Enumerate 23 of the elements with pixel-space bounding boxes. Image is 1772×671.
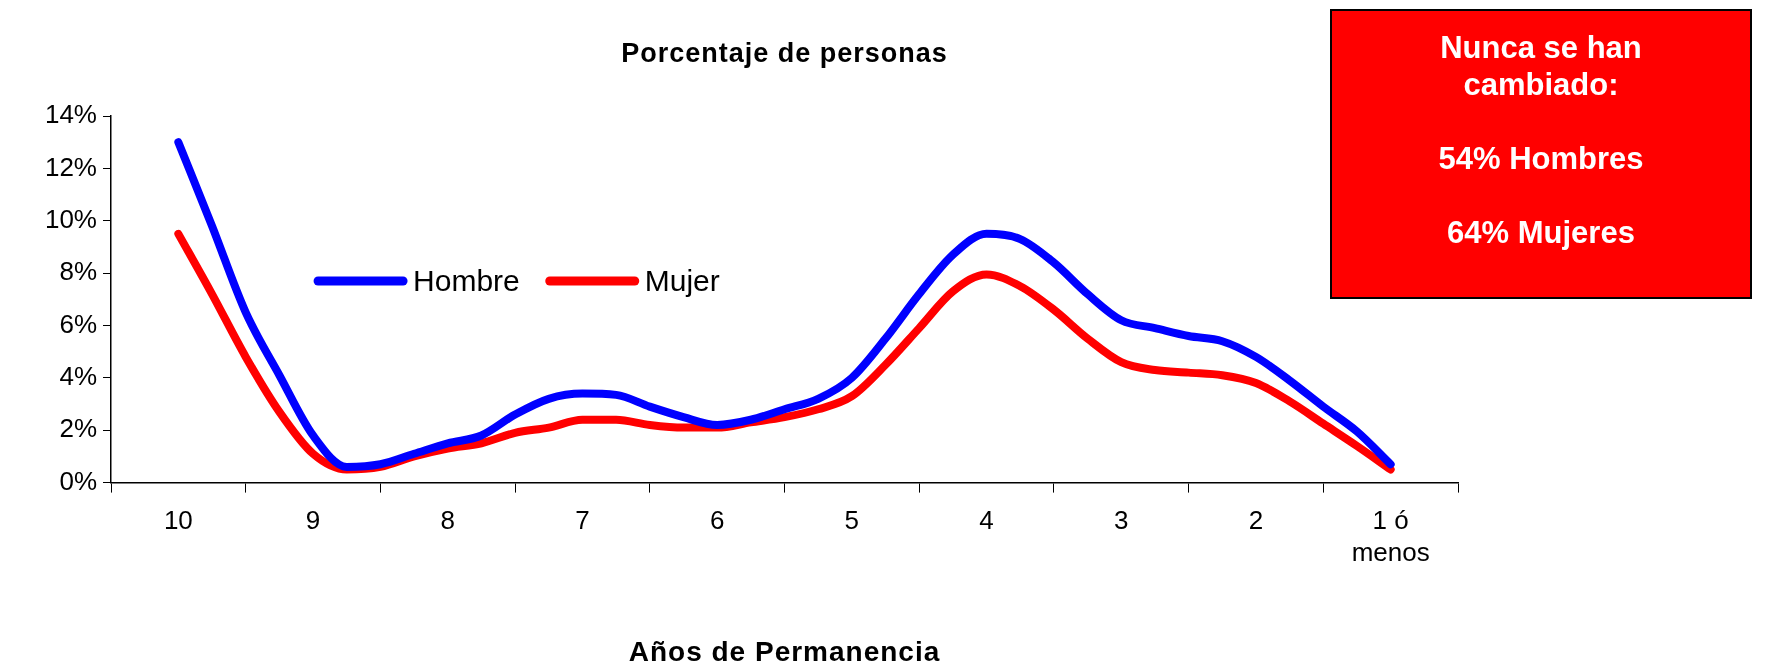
y-tick-label: 0% bbox=[59, 465, 97, 496]
x-tick-label: 7 bbox=[575, 505, 590, 536]
x-tick-label: 3 bbox=[1114, 505, 1129, 536]
x-tick-label: 2 bbox=[1248, 505, 1264, 536]
x-tick-label: 4 bbox=[979, 505, 994, 536]
x-tick-label: 6 bbox=[709, 505, 725, 536]
legend-label: Mujer bbox=[644, 264, 720, 298]
y-tick-label: 4% bbox=[59, 361, 97, 392]
note-box: Nunca se han cambiado: 54% Hombres 64% Mujeres bbox=[1330, 9, 1752, 299]
x-axis-title: Años de Permanencia bbox=[627, 636, 942, 668]
x-tick-label: 9 bbox=[305, 505, 321, 536]
x-tick-label: 5 bbox=[844, 505, 860, 536]
legend-label: Hombre bbox=[413, 264, 520, 298]
y-tick-label: 14% bbox=[44, 99, 97, 130]
y-tick-label: 6% bbox=[59, 308, 97, 339]
y-tick-label: 8% bbox=[59, 256, 97, 287]
x-tick-label: 8 bbox=[440, 505, 455, 536]
x-tick-label: 10 bbox=[163, 505, 193, 536]
chart-title: Porcentaje de personas bbox=[621, 38, 948, 68]
x-tick-label: 1 ó menos bbox=[1351, 505, 1430, 567]
y-tick-label: 2% bbox=[59, 413, 97, 444]
y-tick-label: 10% bbox=[44, 203, 97, 234]
y-tick-label: 12% bbox=[44, 151, 97, 182]
